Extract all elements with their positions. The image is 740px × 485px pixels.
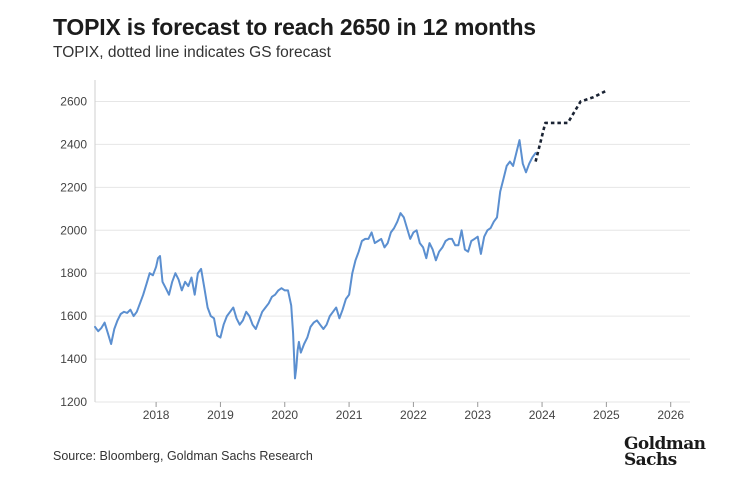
y-tick-label: 1200 — [60, 395, 87, 409]
logo-line-1: Goldman — [624, 434, 706, 454]
y-tick-label: 1800 — [60, 266, 87, 280]
x-tick-label: 2026 — [657, 408, 684, 422]
y-tick-label: 2200 — [60, 180, 87, 194]
chart-subtitle: TOPIX, dotted line indicates GS forecast — [53, 44, 331, 61]
topix-line — [94, 139, 537, 380]
y-tick-label: 2000 — [60, 223, 87, 237]
x-tick-label: 2024 — [529, 408, 556, 422]
chart-title: TOPIX is forecast to reach 2650 in 12 mo… — [53, 14, 536, 40]
x-tick-label: 2021 — [336, 408, 363, 422]
x-tick-label: 2022 — [400, 408, 427, 422]
y-tick-label: 2400 — [60, 137, 87, 151]
x-tick-label: 2018 — [143, 408, 170, 422]
x-tick-label: 2023 — [464, 408, 491, 422]
goldman-sachs-logo: Goldman Sachs — [624, 434, 706, 470]
x-tick-label: 2020 — [271, 408, 298, 422]
source-note: Source: Bloomberg, Goldman Sachs Researc… — [53, 449, 313, 463]
y-tick-label: 1400 — [60, 352, 87, 366]
x-tick-label: 2019 — [207, 408, 234, 422]
x-tick-label: 2025 — [593, 408, 620, 422]
y-tick-label: 2600 — [60, 94, 87, 108]
y-tick-label: 1600 — [60, 309, 87, 323]
logo-line-2: Sachs — [624, 450, 677, 470]
gs-forecast-line — [534, 89, 607, 162]
